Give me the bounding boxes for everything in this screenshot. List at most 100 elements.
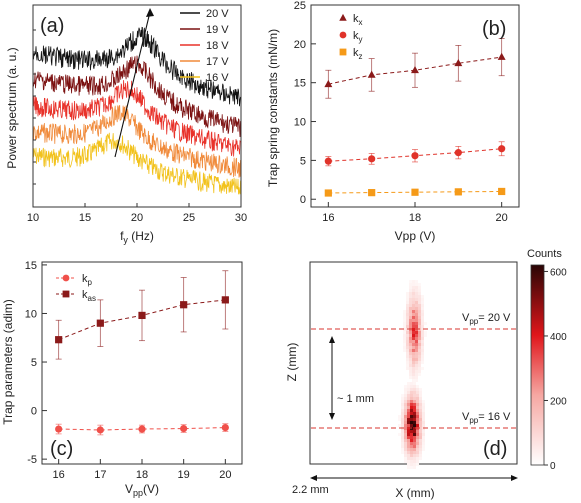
- heat-cell: [409, 349, 412, 352]
- heat-cell: [418, 310, 421, 313]
- panel-d-xlabel: X (mm): [395, 486, 434, 500]
- heat-cell: [416, 412, 419, 415]
- heat-cell: [407, 457, 410, 460]
- heat-cell: [412, 328, 415, 331]
- heat-cell: [412, 313, 415, 316]
- heat-cell: [406, 298, 409, 301]
- heat-cell: [413, 430, 416, 433]
- heat-cell: [412, 304, 415, 307]
- spectrum-trace: [33, 132, 241, 199]
- heat-cell: [419, 388, 422, 391]
- heat-cell: [413, 424, 416, 427]
- heat-cell: [415, 295, 418, 298]
- heat-cell: [401, 445, 404, 448]
- heat-cell: [412, 358, 415, 361]
- heat-cell: [412, 316, 415, 319]
- heat-cell: [409, 301, 412, 304]
- heat-cell: [406, 364, 409, 367]
- heat-cell: [409, 286, 412, 289]
- heat-cell: [413, 409, 416, 412]
- heat-cell: [413, 448, 416, 451]
- heat-cell: [409, 364, 412, 367]
- heat-cell: [407, 412, 410, 415]
- heat-cell: [409, 307, 412, 310]
- heat-cell: [410, 424, 413, 427]
- heat-cell: [422, 436, 425, 439]
- heat-cell: [421, 304, 424, 307]
- data-point: [96, 426, 104, 434]
- heat-cell: [418, 298, 421, 301]
- panel-a-xlabel: fy (Hz): [120, 229, 154, 245]
- heat-cell: [410, 457, 413, 460]
- heat-cell: [407, 433, 410, 436]
- heat-cell: [401, 397, 404, 400]
- heat-cell: [419, 436, 422, 439]
- heat-cell: [409, 289, 412, 292]
- heat-cell: [421, 340, 424, 343]
- label-20v: Vpp= 20 V: [462, 312, 511, 326]
- panel-a-x-ticks: 10 15 20 25 30: [27, 29, 247, 224]
- x-tick-label: 17: [94, 469, 106, 481]
- heat-cell: [409, 310, 412, 313]
- heat-cell: [415, 346, 418, 349]
- heat-cell: [409, 373, 412, 376]
- heat-cell: [415, 376, 418, 379]
- heat-cell: [409, 376, 412, 379]
- heat-cell: [418, 343, 421, 346]
- heat-cell: [415, 358, 418, 361]
- heat-cell: [410, 430, 413, 433]
- heat-cell: [410, 421, 413, 424]
- heat-cell: [415, 370, 418, 373]
- data-point: [411, 188, 419, 196]
- heat-cell: [404, 409, 407, 412]
- heat-cell: [406, 307, 409, 310]
- heat-cell: [409, 352, 412, 355]
- heat-cell: [401, 439, 404, 442]
- colorbar-tick-label: 200: [550, 396, 567, 407]
- y-tick-label: -5: [27, 454, 37, 466]
- heat-cell: [415, 289, 418, 292]
- heat-cell: [421, 355, 424, 358]
- heat-cell: [422, 433, 425, 436]
- panel-d: Vpp= 20 V Vpp= 16 V ~ 1 mm (d) Z (mm) 2.…: [285, 248, 567, 500]
- heat-cell: [407, 445, 410, 448]
- heat-cell: [409, 304, 412, 307]
- heat-cell: [415, 307, 418, 310]
- heat-cell: [419, 427, 422, 430]
- heat-cell: [406, 334, 409, 337]
- heat-cell: [406, 352, 409, 355]
- heat-cell: [412, 283, 415, 286]
- heat-cell: [418, 364, 421, 367]
- heat-cell: [403, 310, 406, 313]
- heat-cell: [398, 415, 401, 418]
- heat-cell: [404, 451, 407, 454]
- heat-cell: [406, 301, 409, 304]
- data-point: [411, 65, 419, 74]
- heat-cell: [413, 442, 416, 445]
- data-point: [454, 188, 462, 196]
- legend-label: kp: [82, 273, 93, 287]
- heat-cell: [422, 406, 425, 409]
- heat-cell: [421, 349, 424, 352]
- heat-cell: [409, 337, 412, 340]
- panel-b-xlabel: Vpp (V): [395, 229, 436, 243]
- x-tick-label: 30: [235, 212, 247, 224]
- heat-cell: [416, 406, 419, 409]
- heat-cell: [404, 433, 407, 436]
- heat-cell: [415, 313, 418, 316]
- x-tick-label: 18: [409, 212, 421, 224]
- heat-cell: [406, 322, 409, 325]
- heat-cell: [410, 451, 413, 454]
- colorbar-label: Counts: [527, 248, 562, 260]
- heat-cell: [415, 364, 418, 367]
- heat-cell: [422, 424, 425, 427]
- heat-cell: [412, 349, 415, 352]
- heat-cell: [415, 352, 418, 355]
- heat-cell: [406, 331, 409, 334]
- heat-cell: [401, 442, 404, 445]
- data-point: [180, 424, 188, 433]
- heat-cell: [410, 388, 413, 391]
- heat-cell: [418, 289, 421, 292]
- data-point: [498, 187, 506, 196]
- heat-cell: [418, 370, 421, 373]
